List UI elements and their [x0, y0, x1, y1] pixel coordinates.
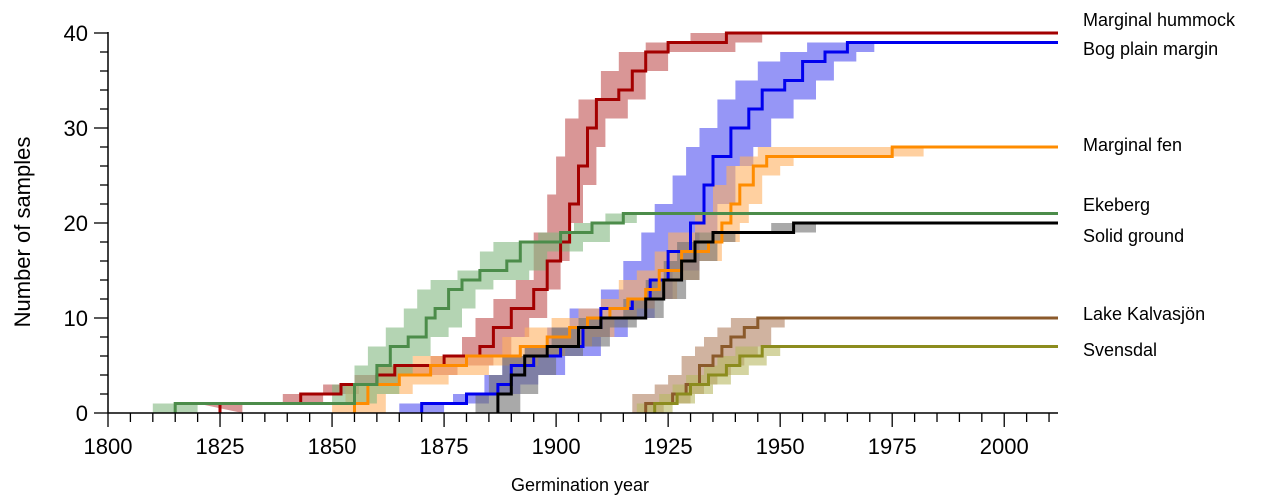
x-tick-label: 1825	[196, 434, 245, 459]
label-solid-ground: Solid ground	[1083, 226, 1184, 246]
x-tick-label: 1975	[868, 434, 917, 459]
x-tick-label: 1875	[420, 434, 469, 459]
band-ekeberg	[152, 213, 1059, 413]
band-lake-kalvasjon	[632, 318, 1058, 413]
label-ekeberg: Ekeberg	[1083, 195, 1150, 215]
axes	[94, 32, 1058, 427]
label-svensdal: Svensdal	[1083, 340, 1157, 360]
line-marginal-fen	[353, 145, 1058, 413]
x-tick-label: 2000	[980, 434, 1029, 459]
line-solid-ground	[496, 221, 1058, 413]
line-lake-kalvasjon	[644, 316, 1058, 413]
y-axis-title: Number of samples	[10, 137, 35, 328]
label-marginal-hummock: Marginal hummock	[1083, 10, 1236, 30]
series-lines	[173, 31, 1058, 413]
tick-labels: 1800 1825 1850 1875 1900 1925 1950 1975 2000 0 10 2…	[64, 21, 1029, 459]
line-ekeberg	[173, 212, 1058, 413]
y-tick-label: 30	[64, 116, 88, 141]
band-svensdal	[636, 346, 1058, 413]
y-tick-label: 20	[64, 211, 88, 236]
x-tick-label: 1950	[756, 434, 805, 459]
label-bog-plain-margin: Bog plain margin	[1083, 39, 1218, 59]
y-tick-label: 10	[64, 306, 88, 331]
y-tick-label: 40	[64, 21, 88, 46]
x-tick-label: 1925	[644, 434, 693, 459]
x-tick-label: 1850	[308, 434, 357, 459]
y-tick-label: 0	[76, 401, 88, 426]
x-tick-label: 1900	[532, 434, 581, 459]
x-tick-label: 1800	[84, 434, 133, 459]
band-bog-plain-margin	[399, 42, 1058, 413]
line-bog-plain-margin	[420, 41, 1058, 413]
x-axis-title: Germination year	[511, 475, 649, 495]
label-lake-kalvasjon: Lake Kalvasjön	[1083, 304, 1205, 324]
label-marginal-fen: Marginal fen	[1083, 135, 1182, 155]
line-svensdal	[653, 345, 1058, 413]
